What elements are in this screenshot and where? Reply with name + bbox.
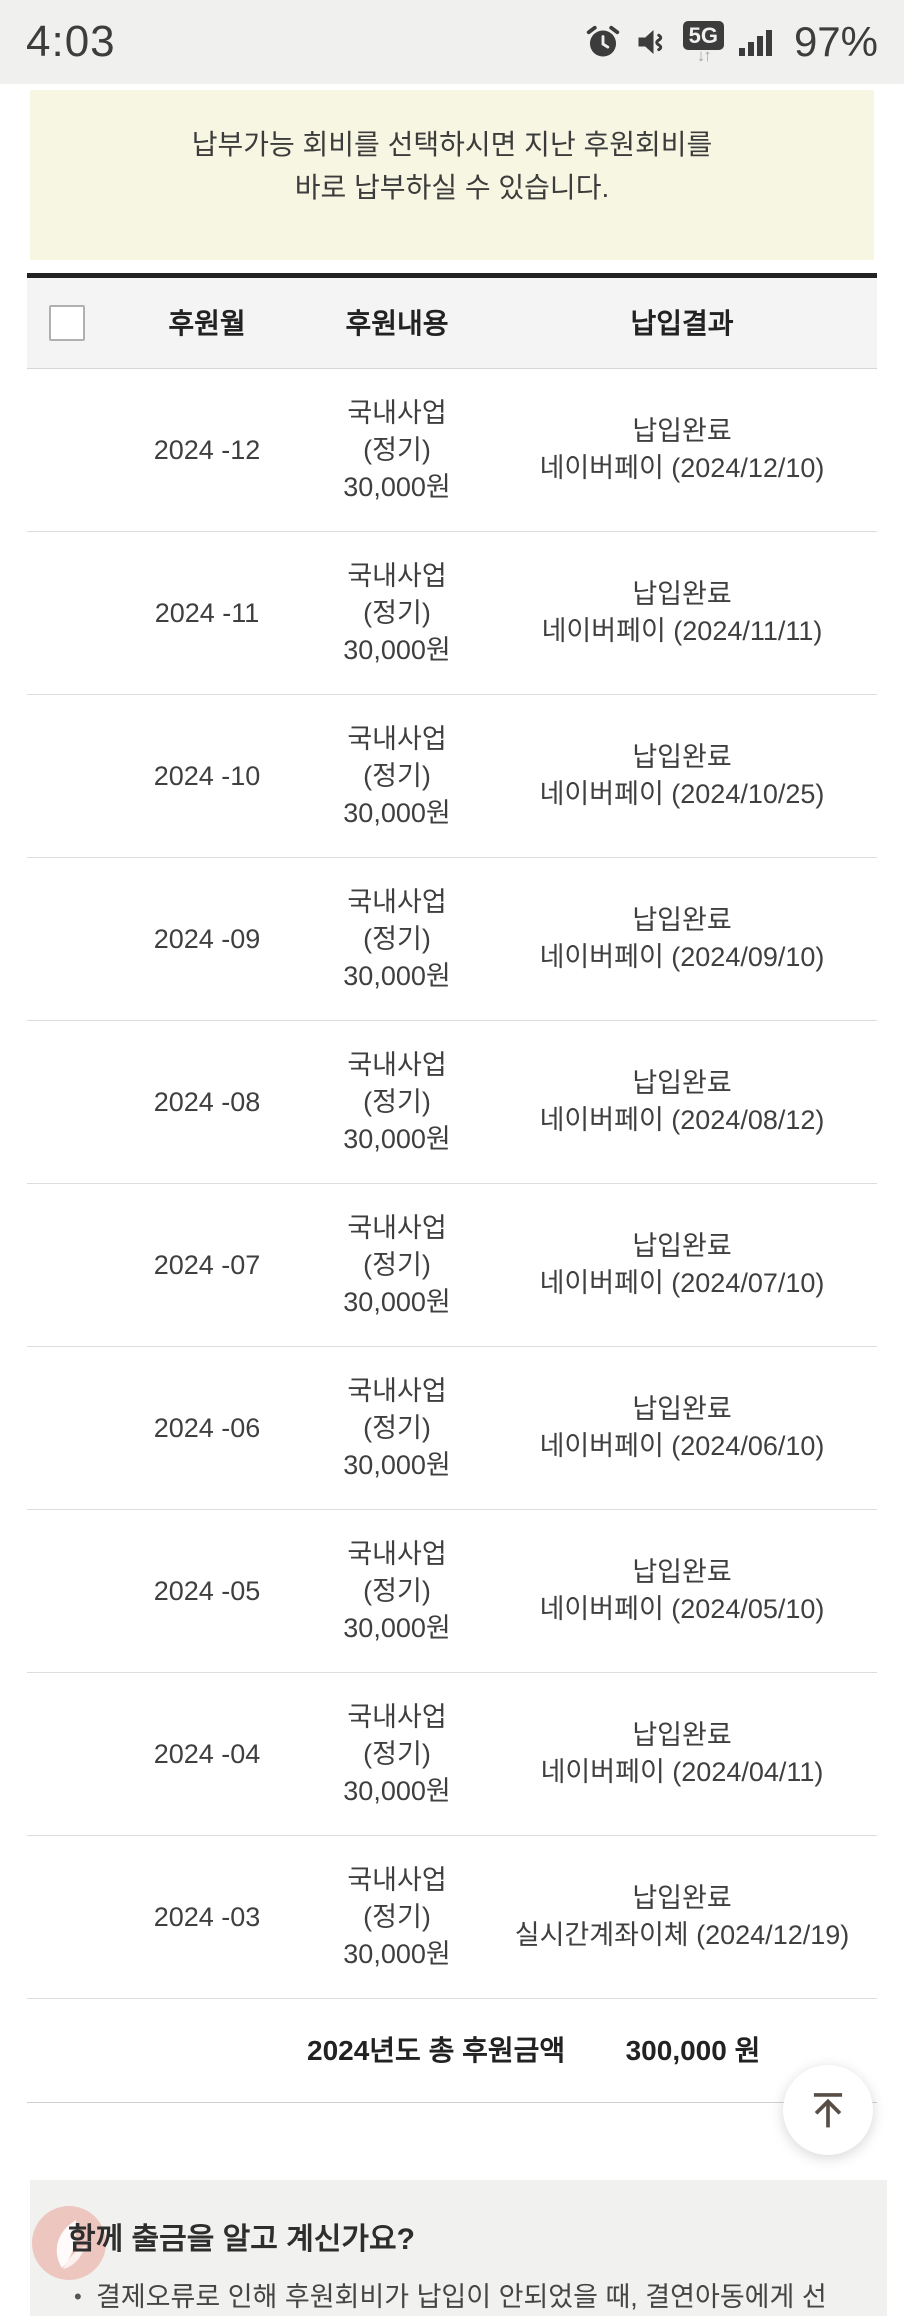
table-header-row: 후원월 후원내용 납입결과 [27, 278, 877, 369]
payment-row: 2024 -05 국내사업 (정기) 30,000원 납입완료 네이버페이 (2… [27, 1510, 877, 1673]
status-bar: 4:03 5G ↓↑ [0, 0, 904, 84]
row-result: 납입완료 네이버페이 (2024/11/11) [541, 579, 823, 646]
row-result: 납입완료 네이버페이 (2024/04/11) [540, 1720, 824, 1787]
signal-strength-icon [737, 26, 777, 58]
row-month: 2024 -08 [153, 1086, 261, 1117]
battery-percent: 97% [793, 18, 878, 65]
status-time: 4:03 [26, 17, 116, 66]
info-heading: 함께 출금을 알고 계신가요? [68, 2223, 415, 2256]
row-result: 납입완료 네이버페이 (2024/09/10) [539, 905, 825, 972]
alarm-icon [585, 24, 621, 60]
payable-fee-notice: 납부가능 회비를 선택하시면 지난 후원회비를 바로 납부하실 수 있습니다. [30, 90, 874, 260]
notice-line2: 바로 납부하실 수 있습니다. [294, 172, 610, 203]
notice-line1: 납부가능 회비를 선택하시면 지난 후원회비를 [191, 129, 713, 160]
payment-row: 2024 -06 국내사업 (정기) 30,000원 납입완료 네이버페이 (2… [27, 1347, 877, 1510]
payment-row: 2024 -07 국내사업 (정기) 30,000원 납입완료 네이버페이 (2… [27, 1184, 877, 1347]
total-label: 2024년도 총 후원금액 [307, 2035, 566, 2066]
row-month: 2024 -11 [154, 597, 260, 628]
column-header-result: 납입결과 [630, 307, 734, 339]
column-header-content: 후원내용 [345, 307, 449, 339]
withdrawal-info-panel: 함께 출금을 알고 계신가요? 결제오류로 인해 후원회비가 납입이 안되었을 … [30, 2180, 887, 2316]
row-content: 국내사업 (정기) 30,000원 [343, 1538, 451, 1643]
payment-row: 2024 -04 국내사업 (정기) 30,000원 납입완료 네이버페이 (2… [27, 1673, 877, 1836]
payment-history-table: 후원월 후원내용 납입결과 2024 -12 국내사업 (정기) 30,000원… [27, 273, 877, 2103]
table-body: 2024 -12 국내사업 (정기) 30,000원 납입완료 네이버페이 (2… [27, 369, 877, 1999]
row-content: 국내사업 (정기) 30,000원 [343, 1212, 451, 1317]
row-result: 납입완료 네이버페이 (2024/10/25) [539, 742, 825, 809]
row-month: 2024 -07 [153, 1249, 261, 1280]
leaf-logo-icon [32, 2206, 106, 2280]
row-content: 국내사업 (정기) 30,000원 [343, 1049, 451, 1154]
select-all-cell [27, 305, 107, 341]
row-content: 국내사업 (정기) 30,000원 [343, 886, 451, 991]
row-content: 국내사업 (정기) 30,000원 [343, 397, 451, 502]
row-content: 국내사업 (정기) 30,000원 [343, 1375, 451, 1480]
row-content: 국내사업 (정기) 30,000원 [343, 560, 451, 665]
row-result: 납입완료 네이버페이 (2024/06/10) [539, 1394, 825, 1461]
row-result: 납입완료 네이버페이 (2024/07/10) [539, 1231, 825, 1298]
row-month: 2024 -06 [153, 1412, 261, 1443]
payment-row: 2024 -11 국내사업 (정기) 30,000원 납입완료 네이버페이 (2… [27, 532, 877, 695]
row-month: 2024 -09 [153, 923, 261, 954]
select-all-checkbox[interactable] [49, 305, 85, 341]
payment-row: 2024 -08 국내사업 (정기) 30,000원 납입완료 네이버페이 (2… [27, 1021, 877, 1184]
row-month: 2024 -05 [153, 1575, 261, 1606]
network-5g-icon: 5G ↓↑ [682, 21, 724, 64]
mute-icon [634, 24, 670, 60]
payment-row: 2024 -09 국내사업 (정기) 30,000원 납입완료 네이버페이 (2… [27, 858, 877, 1021]
row-content: 국내사업 (정기) 30,000원 [343, 723, 451, 828]
scroll-to-top-button[interactable] [783, 2065, 873, 2155]
payment-row: 2024 -03 국내사업 (정기) 30,000원 납입완료 실시간계좌이체 … [27, 1836, 877, 1999]
row-result: 납입완료 네이버페이 (2024/08/12) [539, 1068, 825, 1135]
row-result: 납입완료 네이버페이 (2024/05/10) [539, 1557, 825, 1624]
row-month: 2024 -12 [153, 434, 261, 465]
total-amount: 300,000 원 [625, 2035, 761, 2066]
info-bullet: 결제오류로 인해 후원회비가 납입이 안되었을 때, 결연아동에게 선물금을 [68, 2280, 847, 2316]
column-header-month: 후원월 [168, 307, 246, 339]
row-month: 2024 -03 [153, 1901, 261, 1932]
status-icons: 5G ↓↑ 97% [585, 18, 878, 66]
info-bullet-list: 결제오류로 인해 후원회비가 납입이 안되었을 때, 결연아동에게 선물금을 보… [68, 2280, 847, 2316]
row-content: 국내사업 (정기) 30,000원 [343, 1701, 451, 1806]
row-month: 2024 -10 [153, 760, 261, 791]
total-row: 2024년도 총 후원금액 300,000 원 [27, 1999, 877, 2103]
arrow-up-to-top-icon [802, 2083, 854, 2138]
row-result: 납입완료 실시간계좌이체 (2024/12/19) [514, 1883, 850, 1950]
payment-row: 2024 -10 국내사업 (정기) 30,000원 납입완료 네이버페이 (2… [27, 695, 877, 858]
row-result: 납입완료 네이버페이 (2024/12/10) [539, 416, 825, 483]
payment-row: 2024 -12 국내사업 (정기) 30,000원 납입완료 네이버페이 (2… [27, 369, 877, 532]
row-month: 2024 -04 [153, 1738, 261, 1769]
row-content: 국내사업 (정기) 30,000원 [343, 1864, 451, 1969]
